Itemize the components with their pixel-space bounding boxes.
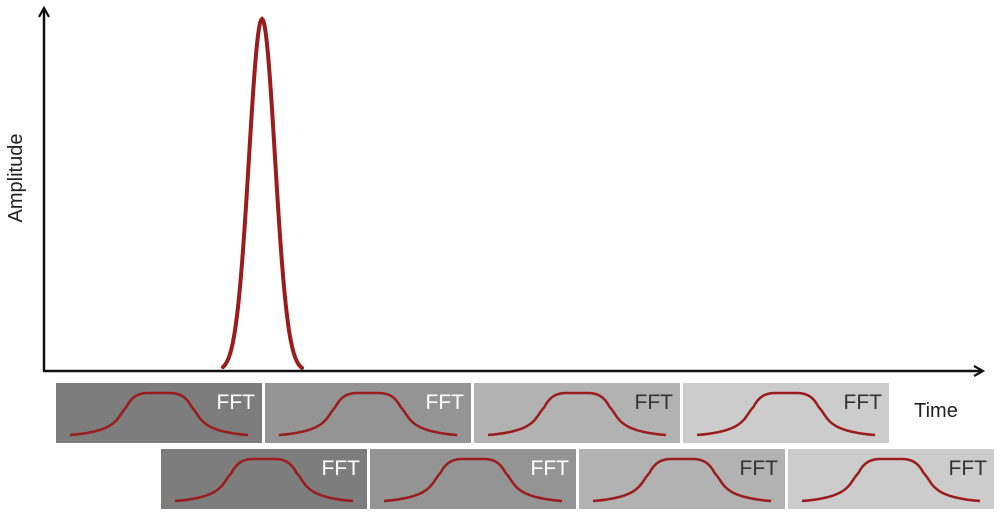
window-function-curve (174, 457, 354, 503)
fft-label: FFT (426, 391, 465, 414)
fft-label: FFT (635, 391, 674, 414)
fft-window: FFT (474, 383, 680, 443)
window-function-curve (69, 391, 249, 437)
fft-window: FFT (683, 383, 889, 443)
fft-label: FFT (949, 457, 988, 480)
window-function-curve (487, 391, 667, 437)
fft-label: FFT (844, 391, 883, 414)
fft-label: FFT (531, 457, 570, 480)
window-function-curve (278, 391, 458, 437)
x-axis-label: Time (914, 400, 958, 422)
fft-window: FFT (579, 449, 785, 509)
window-function-curve (696, 391, 876, 437)
y-axis-label: Amplitude (5, 134, 27, 223)
fft-window: FFT (161, 449, 367, 509)
gaussian-pulse (221, 16, 304, 370)
fft-label: FFT (740, 457, 779, 480)
window-function-curve (801, 457, 981, 503)
window-function-curve (383, 457, 563, 503)
fft-windows: FFT FFT FFT FFT FFT FFT FFT FFT (56, 383, 994, 509)
window-function-curve (592, 457, 772, 503)
fft-window: FFT (265, 383, 471, 443)
fft-label: FFT (217, 391, 256, 414)
fft-label: FFT (322, 457, 361, 480)
fft-window: FFT (370, 449, 576, 509)
fft-window: FFT (56, 383, 262, 443)
fft-window: FFT (788, 449, 994, 509)
